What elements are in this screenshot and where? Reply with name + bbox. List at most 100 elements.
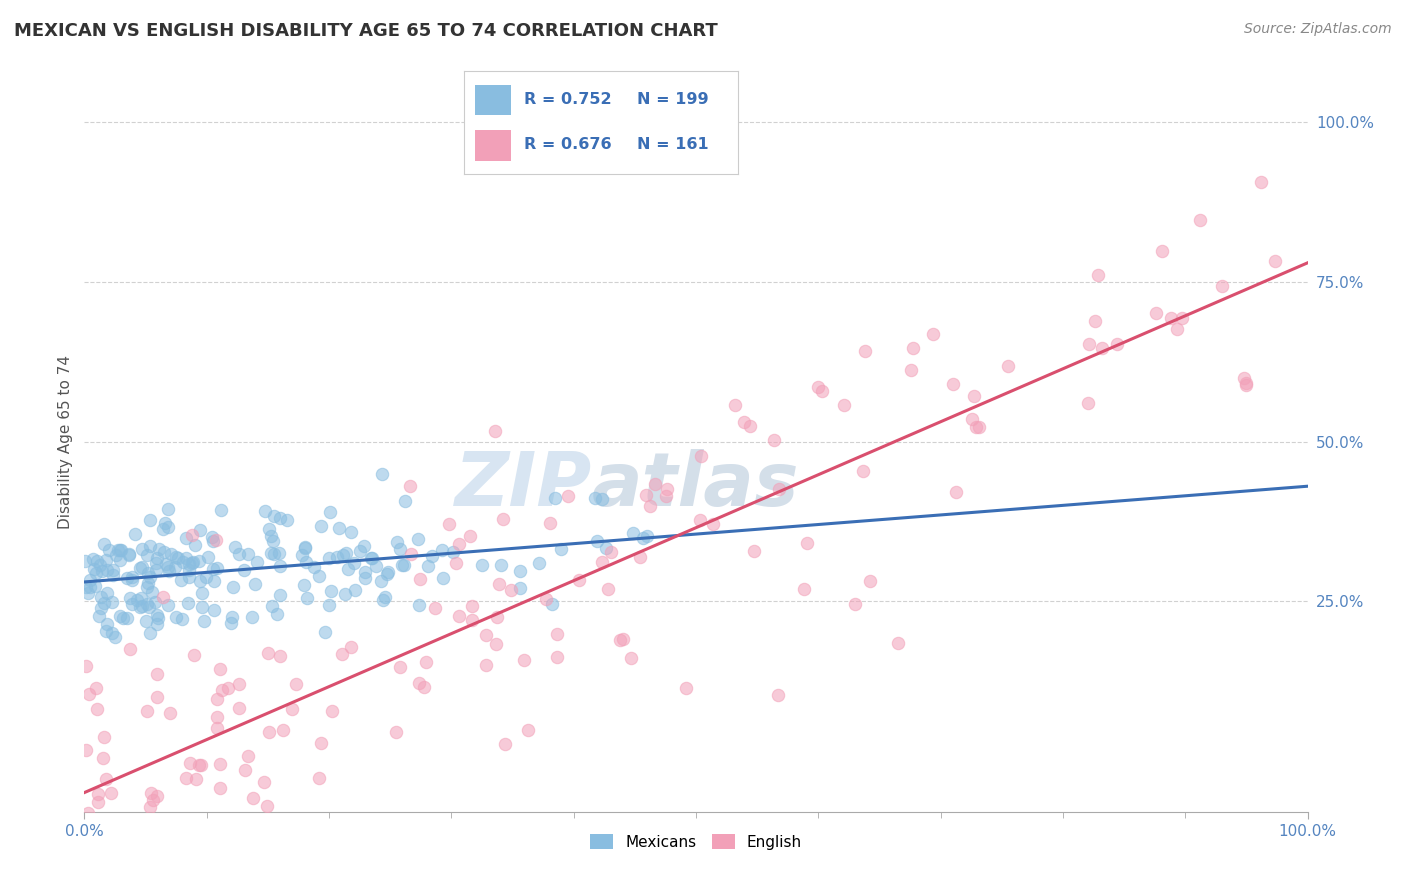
English	[768, 482, 790, 496]
Mexicans	[93, 596, 115, 610]
English	[242, 791, 264, 805]
English	[460, 529, 482, 543]
Mexicans	[232, 563, 254, 577]
English	[408, 675, 430, 690]
Mexicans	[420, 549, 443, 563]
Mexicans	[360, 550, 382, 565]
Mexicans	[139, 513, 162, 527]
English	[217, 681, 239, 696]
Mexicans	[179, 570, 201, 584]
Mexicans	[197, 549, 219, 564]
Mexicans	[209, 502, 232, 516]
English	[766, 688, 789, 702]
Mexicans	[84, 566, 107, 580]
Mexicans	[136, 581, 159, 595]
Text: atlas: atlas	[592, 450, 800, 523]
English	[94, 871, 117, 886]
English	[187, 757, 209, 772]
Mexicans	[260, 546, 283, 560]
English	[536, 591, 558, 606]
Mexicans	[108, 553, 131, 567]
English	[492, 511, 515, 525]
Mexicans	[101, 567, 124, 582]
Mexicans	[621, 526, 644, 541]
Mexicans	[219, 615, 242, 630]
Mexicans	[591, 491, 613, 506]
Mexicans	[138, 599, 160, 614]
Mexicans	[156, 502, 179, 516]
English	[183, 648, 205, 663]
Mexicans	[246, 555, 269, 569]
Mexicans	[254, 504, 277, 518]
English	[1263, 254, 1285, 268]
English	[702, 517, 724, 532]
English	[886, 635, 908, 649]
Mexicans	[96, 617, 118, 632]
English	[239, 833, 262, 847]
English	[484, 424, 506, 438]
Mexicans	[585, 533, 607, 548]
Mexicans	[432, 571, 454, 585]
English	[340, 640, 363, 654]
Mexicans	[263, 508, 285, 523]
English	[724, 398, 747, 412]
Mexicans	[377, 565, 399, 579]
English	[1087, 268, 1109, 282]
Mexicans	[104, 630, 127, 644]
English	[174, 771, 197, 785]
Mexicans	[174, 550, 197, 565]
Mexicans	[115, 570, 138, 584]
English	[517, 723, 540, 737]
Mexicans	[83, 562, 105, 576]
Mexicans	[236, 548, 259, 562]
Mexicans	[366, 559, 388, 574]
Mexicans	[136, 576, 159, 591]
Mexicans	[550, 541, 572, 556]
English	[233, 888, 256, 892]
English	[118, 642, 141, 657]
English	[628, 550, 651, 565]
Mexicans	[207, 561, 229, 575]
English	[1211, 279, 1233, 293]
Mexicans	[391, 558, 413, 572]
English	[100, 786, 122, 800]
English	[401, 548, 423, 562]
Mexicans	[188, 574, 211, 589]
English	[744, 544, 766, 558]
Mexicans	[408, 532, 430, 546]
English	[181, 865, 204, 880]
English	[75, 742, 97, 756]
Text: MEXICAN VS ENGLISH DISABILITY AGE 65 TO 74 CORRELATION CHART: MEXICAN VS ENGLISH DISABILITY AGE 65 TO …	[14, 22, 718, 40]
English	[942, 376, 965, 391]
English	[280, 813, 302, 827]
Mexicans	[361, 551, 384, 566]
Mexicans	[121, 570, 143, 584]
Mexicans	[318, 551, 340, 566]
Mexicans	[269, 559, 291, 574]
Mexicans	[540, 598, 562, 612]
Y-axis label: Disability Age 65 to 74: Disability Age 65 to 74	[58, 354, 73, 529]
Mexicans	[202, 561, 225, 575]
Mexicans	[79, 573, 101, 587]
Mexicans	[82, 551, 104, 566]
Mexicans	[177, 557, 200, 571]
English	[308, 771, 330, 785]
Text: N = 161: N = 161	[637, 136, 709, 152]
English	[447, 608, 470, 623]
Mexicans	[84, 578, 107, 592]
Mexicans	[335, 546, 357, 560]
English	[1234, 378, 1257, 392]
English	[859, 574, 882, 588]
Mexicans	[432, 543, 454, 558]
Mexicans	[98, 542, 121, 557]
Mexicans	[309, 519, 332, 533]
Mexicans	[418, 558, 440, 573]
Mexicans	[91, 565, 114, 579]
Mexicans	[471, 558, 494, 573]
English	[807, 380, 830, 394]
English	[655, 489, 678, 503]
Mexicans	[200, 530, 222, 544]
Mexicans	[127, 593, 149, 607]
English	[675, 681, 697, 696]
English	[640, 499, 662, 513]
